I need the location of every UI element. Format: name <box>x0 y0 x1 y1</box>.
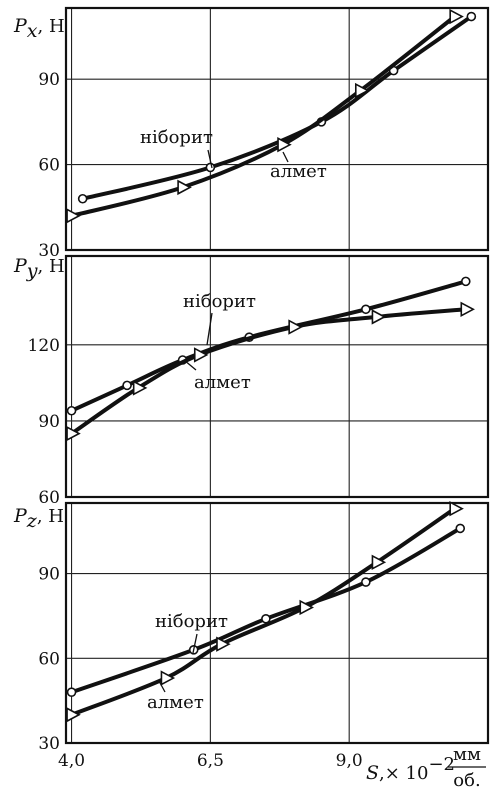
data-point-almet <box>354 82 370 99</box>
series-line-almet-py <box>69 307 468 436</box>
series-label-almet: алмет <box>270 161 327 182</box>
y-axis-title-pz: Pz, Н <box>13 505 64 532</box>
x-axis-title: S,× 10−2 мм об. <box>366 744 486 791</box>
y-tick-label: 90 <box>38 70 60 90</box>
data-point-niborit <box>460 276 471 287</box>
series-line-almet-pz <box>69 506 457 717</box>
series-label-leader <box>183 359 197 371</box>
data-point-almet <box>460 301 475 317</box>
data-point-niborit <box>361 304 371 315</box>
series-label-almet: алмет <box>147 692 204 713</box>
data-point-niborit <box>122 380 132 391</box>
x-unit-numerator: мм <box>453 744 481 765</box>
plot-frame-py <box>64 254 490 499</box>
data-point-almet <box>277 136 292 153</box>
x-tick-label: 4,0 <box>58 751 85 771</box>
series-label-niborit: ніборит <box>183 291 256 312</box>
data-point-almet <box>449 500 464 517</box>
series-label-leader <box>207 149 213 169</box>
chart-panel-pz: Pz, Н 30 60 90 4,0 6,5 9,0 ніборит алмет <box>13 500 490 771</box>
series-label-leader <box>206 312 213 346</box>
data-point-almet <box>299 599 314 616</box>
y-tick-label: 30 <box>38 734 60 754</box>
series-label-leader <box>282 151 289 163</box>
y-tick-label: 30 <box>38 241 60 261</box>
data-point-almet <box>66 425 81 442</box>
data-point-niborit <box>77 193 88 204</box>
data-point-niborit <box>361 577 371 587</box>
series-label-almet: алмет <box>194 372 251 393</box>
data-point-niborit <box>205 162 216 173</box>
data-point-almet <box>288 319 303 335</box>
data-point-niborit <box>455 523 466 534</box>
y-tick-label: 90 <box>38 565 60 585</box>
plot-frame-px <box>64 6 490 252</box>
y-axis-title-py: Py, Н <box>13 255 65 282</box>
data-point-almet <box>66 208 81 224</box>
series-line-almet-px <box>69 14 457 218</box>
chart-panel-py: Py, Н 60 90 120 ніборит алмет <box>13 254 490 508</box>
x-tick-label: 9,0 <box>336 751 363 771</box>
x-tick-label: 6,5 <box>197 751 224 771</box>
y-tick-label: 90 <box>38 412 60 432</box>
data-point-almet <box>132 380 148 396</box>
series-label-leader <box>158 680 166 693</box>
chart-panel-px: Px, Н 30 60 90 ніборит алмет <box>13 6 490 261</box>
data-point-niborit <box>466 11 477 22</box>
y-tick-label: 60 <box>38 488 60 508</box>
data-point-almet <box>216 636 231 652</box>
series-label-niborit: ніборит <box>155 611 228 632</box>
data-point-almet <box>177 179 192 196</box>
data-point-almet <box>66 707 81 723</box>
y-tick-label: 60 <box>38 156 60 176</box>
series-label-leader <box>192 633 198 654</box>
series-label-niborit: ніборит <box>140 127 213 148</box>
data-point-almet <box>449 8 464 25</box>
series-line-niborit-pz <box>69 526 463 695</box>
data-point-almet <box>193 347 209 363</box>
svg-text:S,× 10−2: S,× 10−2 <box>366 754 455 784</box>
data-point-niborit <box>261 613 271 624</box>
data-point-almet <box>371 554 387 570</box>
data-point-niborit <box>66 405 77 416</box>
y-axis-title-px: Px, Н <box>13 15 65 42</box>
y-tick-label: 60 <box>38 649 60 669</box>
data-point-almet <box>371 309 387 325</box>
plot-frame-pz <box>64 501 490 745</box>
x-unit-denominator: об. <box>453 770 480 791</box>
data-point-niborit <box>66 687 77 697</box>
y-tick-label: 120 <box>28 336 60 356</box>
data-point-almet <box>160 670 176 686</box>
